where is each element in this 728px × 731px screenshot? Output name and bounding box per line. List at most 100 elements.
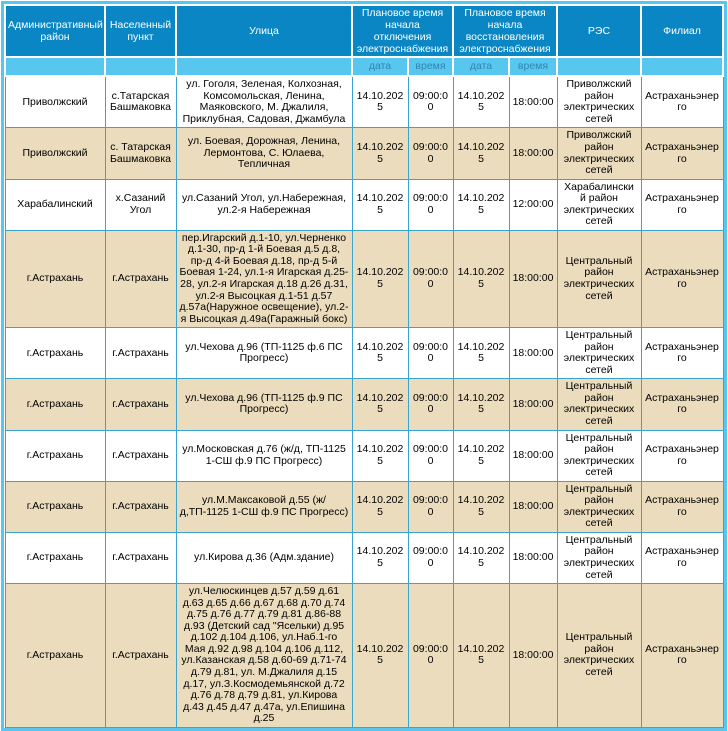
cell-outage-date: 14.10.2025 [351,229,409,329]
cell-restore-date: 14.10.2025 [452,378,510,431]
cell-res: Приволжский район электрических сетей [556,75,642,129]
cell-street: ул.Кирова д.36 (Адм.здание) [175,531,353,585]
cell-settlement: г.Астрахань [104,378,177,431]
cell-res: Центральный район электрических сетей [556,327,642,380]
cell-outage-time: 09:00:00 [407,480,454,533]
cell-settlement: г.Астрахань [104,583,177,728]
cell-settlement: г.Астрахань [104,229,177,329]
cell-restore-date: 14.10.2025 [452,178,510,231]
cell-res: Центральный район электрических сетей [556,378,642,431]
cell-res: Центральный район электрических сетей [556,531,642,585]
cell-outage-time: 09:00:00 [407,531,454,585]
column-header-res: РЭС [556,3,642,59]
cell-street: ул. Боевая, Дорожная, Ленина, Лермонтова… [175,127,353,180]
cell-district: г.Астрахань [4,531,106,585]
cell-settlement: с.Татарская Башмаковка [104,75,177,129]
subheader-empty-branch [640,56,724,78]
cell-restore-date: 14.10.2025 [452,531,510,585]
cell-settlement: с. Татарская Башмаковка [104,127,177,180]
cell-district: Харабалинский [4,178,106,231]
cell-res: Харабалинский район электрических сетей [556,178,642,231]
cell-res: Центральный район электрических сетей [556,480,642,533]
cell-outage-date: 14.10.2025 [351,327,409,380]
cell-branch: Астраханьэнерго [640,378,724,431]
cell-settlement: г.Астрахань [104,327,177,380]
cell-branch: Астраханьэнерго [640,178,724,231]
cell-outage-date: 14.10.2025 [351,429,409,482]
cell-street: ул.М.Максаковой д.55 (ж/д,ТП-1125 1-СШ ф… [175,480,353,533]
cell-outage-time: 09:00:00 [407,327,454,380]
cell-district: г.Астрахань [4,429,106,482]
cell-restore-date: 14.10.2025 [452,583,510,728]
cell-outage-time: 09:00:00 [407,378,454,431]
cell-district: г.Астрахань [4,480,106,533]
cell-district: г.Астрахань [4,378,106,431]
cell-outage-date: 14.10.2025 [351,531,409,585]
cell-res: Центральный район электрических сетей [556,229,642,329]
column-header-branch: Филиал [640,3,724,59]
subheader-empty-street [175,56,353,78]
cell-res: Приволжский район электрических сетей [556,127,642,180]
cell-restore-time: 18:00:00 [508,378,558,431]
table-row: Приволжский с.Татарская Башмаковка ул. Г… [4,75,724,129]
cell-settlement: г.Астрахань [104,480,177,533]
header-row: Административный район Населенный пункт … [4,3,724,59]
table-row: г.Астрахань г.Астрахань ул.М.Максаковой … [4,480,724,533]
cell-outage-date: 14.10.2025 [351,178,409,231]
cell-district: г.Астрахань [4,229,106,329]
cell-outage-time: 09:00:00 [407,229,454,329]
cell-street: пер.Игарский д.1-10, ул.Черненко д.1-30,… [175,229,353,329]
cell-street: ул.Чехова д.96 (ТП-1125 ф.9 ПС Прогресс) [175,378,353,431]
table-row: г.Астрахань г.Астрахань ул.Московская д.… [4,429,724,482]
cell-restore-time: 18:00:00 [508,531,558,585]
cell-settlement: г.Астрахань [104,429,177,482]
cell-restore-time: 18:00:00 [508,229,558,329]
column-header-district: Административный район [4,3,106,59]
table-row: Приволжский с. Татарская Башмаковка ул. … [4,127,724,180]
cell-restore-time: 12:00:00 [508,178,558,231]
subheader-row: дата время дата время [4,56,724,78]
cell-restore-date: 14.10.2025 [452,480,510,533]
cell-street: ул. Гоголя, Зеленая, Колхозная, Комсомол… [175,75,353,129]
cell-restore-time: 18:00:00 [508,429,558,482]
cell-restore-time: 18:00:00 [508,327,558,380]
cell-branch: Астраханьэнерго [640,480,724,533]
table-row: г.Астрахань г.Астрахань пер.Игарский д.1… [4,229,724,329]
subheader-empty-res [556,56,642,78]
cell-outage-date: 14.10.2025 [351,480,409,533]
cell-settlement: г.Астрахань [104,531,177,585]
column-header-restore-start: Плановое время начала восстановления эле… [452,3,558,59]
cell-outage-time: 09:00:00 [407,429,454,482]
subheader-restore-date: дата [452,56,510,78]
cell-street: ул.Чехова д.96 (ТП-1125 ф.6 ПС Прогресс) [175,327,353,380]
cell-outage-date: 14.10.2025 [351,127,409,180]
subheader-empty-district [4,56,106,78]
cell-res: Центральный район электрических сетей [556,583,642,728]
cell-branch: Астраханьэнерго [640,583,724,728]
subheader-empty-settlement [104,56,177,78]
cell-district: г.Астрахань [4,583,106,728]
cell-outage-date: 14.10.2025 [351,378,409,431]
cell-branch: Астраханьэнерго [640,531,724,585]
cell-branch: Астраханьэнерго [640,229,724,329]
cell-district: г.Астрахань [4,327,106,380]
table-row: г.Астрахань г.Астрахань ул.Чехова д.96 (… [4,327,724,380]
cell-outage-time: 09:00:00 [407,127,454,180]
cell-branch: Астраханьэнерго [640,75,724,129]
subheader-restore-time: время [508,56,558,78]
cell-res: Центральный район электрических сетей [556,429,642,482]
cell-street: ул.Челюскинцев д.57 д.59 д.61 д.63 д.65 … [175,583,353,728]
cell-restore-time: 18:00:00 [508,480,558,533]
cell-branch: Астраханьэнерго [640,429,724,482]
column-header-settlement: Населенный пункт [104,3,177,59]
cell-restore-date: 14.10.2025 [452,75,510,129]
table-row: г.Астрахань г.Астрахань ул.Чехова д.96 (… [4,378,724,431]
subheader-outage-date: дата [351,56,409,78]
cell-street: ул.Московская д.76 (ж/д, ТП-1125 1-СШ ф.… [175,429,353,482]
table-row: г.Астрахань г.Астрахань ул.Челюскинцев д… [4,583,724,728]
column-header-outage-start: Плановое время начала отключения электро… [351,3,454,59]
cell-restore-time: 18:00:00 [508,75,558,129]
table-row: Харабалинский х.Сазаний Угол ул.Сазаний … [4,178,724,231]
cell-street: ул.Сазаний Угол, ул.Набережная, ул.2-я Н… [175,178,353,231]
